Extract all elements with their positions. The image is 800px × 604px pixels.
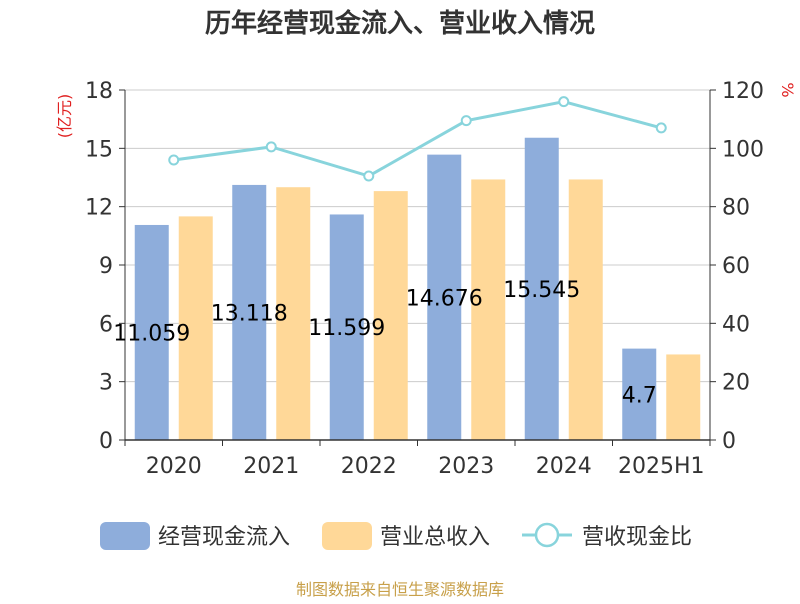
data-label: 15.545 xyxy=(503,278,580,303)
y-right-tick-label: 20 xyxy=(722,371,750,396)
data-label: 11.059 xyxy=(113,321,190,346)
x-tick-label: 2022 xyxy=(341,454,397,479)
ratio-point xyxy=(265,141,277,153)
y-right-tick-label: 0 xyxy=(722,429,736,454)
x-tick-label: 2024 xyxy=(536,454,592,479)
data-labels: 11.059 13.118 11.599 14.676 15.545 4.7 xyxy=(113,278,656,408)
y-left-tick-label: 9 xyxy=(99,254,113,279)
data-label: 13.118 xyxy=(211,301,288,326)
ratio-point xyxy=(168,154,180,166)
legend-swatch-marker xyxy=(534,522,560,548)
bar xyxy=(622,348,657,440)
bar xyxy=(276,187,311,440)
data-label: 4.7 xyxy=(622,383,657,408)
y-right-tick-label: 40 xyxy=(722,312,750,337)
y-left-tick-label: 12 xyxy=(85,196,113,221)
y-right-tick-label: 100 xyxy=(722,137,764,162)
legend[interactable]: 经营现金流入 营业总收入 营收现金比 xyxy=(100,522,692,550)
bar xyxy=(524,137,559,440)
y-left-tick-label: 18 xyxy=(85,79,113,104)
y-right-tick-label: 80 xyxy=(722,196,750,221)
bar xyxy=(666,354,701,440)
y-left-tick-label: 3 xyxy=(99,371,113,396)
bars xyxy=(134,137,701,440)
legend-label: 经营现金流入 xyxy=(158,525,290,550)
x-tick-label: 2021 xyxy=(243,454,299,479)
ratio-line xyxy=(168,96,667,182)
ratio-line-path xyxy=(173,100,662,178)
x-tick-label: 2020 xyxy=(146,454,202,479)
y-right-tick-label: 60 xyxy=(722,254,750,279)
y-left-unit-label: (亿元) xyxy=(55,94,74,139)
bar xyxy=(373,191,408,440)
data-label: 11.599 xyxy=(308,316,385,341)
bar xyxy=(427,154,462,440)
legend-label: 营业总收入 xyxy=(380,525,490,550)
axes: 0 3 6 9 12 15 18 0 20 40 60 80 100 120 (亿元)% 2020 2021 20… xyxy=(55,79,797,479)
bar xyxy=(232,184,267,440)
ratio-point xyxy=(363,170,375,182)
source-note: 制图数据来自恒生聚源数据库 xyxy=(296,580,504,599)
bar xyxy=(134,224,169,440)
ratio-point xyxy=(558,96,570,108)
x-tick-label: 2023 xyxy=(438,454,494,479)
data-label: 14.676 xyxy=(406,286,483,311)
legend-swatch xyxy=(322,522,372,550)
y-right-tick-label: 120 xyxy=(722,79,764,104)
y-left-tick-label: 0 xyxy=(99,429,113,454)
y-left-tick-label: 6 xyxy=(99,312,113,337)
bar xyxy=(471,179,506,440)
ratio-point xyxy=(655,122,667,134)
x-tick-label: 2025H1 xyxy=(618,454,705,479)
bar xyxy=(178,216,213,440)
bar xyxy=(568,179,603,440)
legend-label: 营收现金比 xyxy=(582,525,692,550)
chart-title: 历年经营现金流入、营业收入情况 xyxy=(205,8,595,39)
legend-swatch xyxy=(100,522,150,550)
y-right-unit-label: % xyxy=(778,82,797,97)
ratio-point xyxy=(460,115,472,127)
y-left-tick-label: 15 xyxy=(85,137,113,162)
bar xyxy=(329,214,364,440)
